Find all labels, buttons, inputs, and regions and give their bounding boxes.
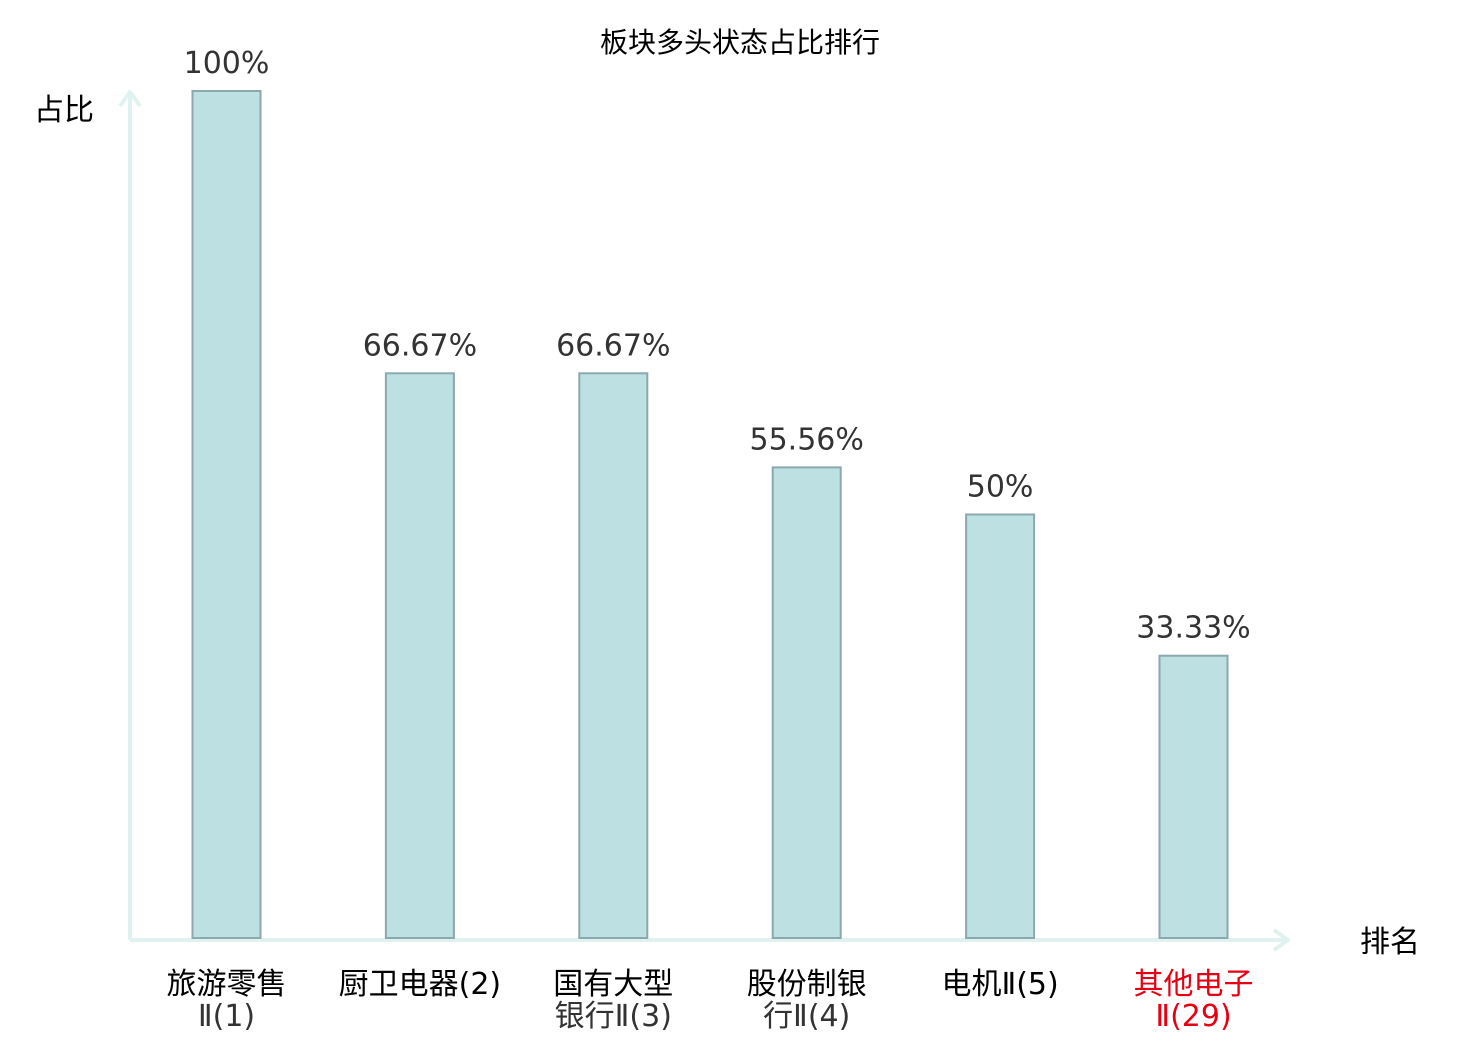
bar	[384, 372, 455, 939]
category-label-line: Ⅱ(29)	[1155, 999, 1231, 1034]
bar-value-label: 66.67%	[363, 328, 477, 363]
value-labels-group: 100% 66.67% 66.67% 55.56% 50% 33.33%	[184, 46, 1251, 646]
x-axis	[130, 928, 1290, 952]
bar-value-label: 50%	[967, 470, 1034, 505]
category-label-line: 其他电子	[1134, 967, 1254, 1002]
bars-group	[191, 90, 1229, 939]
y-axis	[118, 90, 142, 940]
category-label-line: 股份制银	[747, 967, 867, 1002]
category-label-line: 电机Ⅱ(5)	[941, 967, 1058, 1002]
category-label-line: 银行Ⅱ(3)	[555, 999, 672, 1034]
bar-value-label: 55.56%	[750, 422, 864, 457]
x-axis-arrow-icon	[1272, 928, 1290, 952]
bar-value-label: 66.67%	[556, 328, 670, 363]
category-label-line: 厨卫电器(2)	[339, 967, 502, 1002]
bar	[965, 513, 1036, 939]
category-tick-label: 旅游零售 Ⅱ(1)	[167, 967, 287, 1034]
category-tick-label: 其他电子 Ⅱ(29)	[1134, 967, 1254, 1034]
category-label-line: 国有大型	[553, 967, 673, 1002]
y-axis-label: 占比	[34, 93, 94, 128]
category-label-line: Ⅱ(1)	[198, 999, 255, 1034]
bar-value-label: 33.33%	[1136, 611, 1250, 646]
category-tick-label: 电机Ⅱ(5)	[941, 967, 1058, 1002]
bar	[1158, 654, 1229, 939]
bar-value-label: 100%	[184, 46, 270, 81]
bar	[578, 372, 649, 939]
category-tick-label: 厨卫电器(2)	[339, 967, 502, 1002]
x-axis-label: 排名	[1360, 925, 1420, 960]
bar	[771, 466, 842, 939]
bar	[191, 90, 262, 939]
category-label-line: 旅游零售	[167, 967, 287, 1002]
category-labels-group: 旅游零售 Ⅱ(1) 厨卫电器(2) 国有大型银行Ⅱ(3) 股份制银行Ⅱ(4) 电机Ⅱ(5)…	[167, 967, 1254, 1034]
y-axis-arrow-icon	[118, 90, 142, 108]
category-label-line: 行Ⅱ(4)	[763, 999, 850, 1034]
chart-title: 板块多头状态占比排行	[600, 26, 880, 59]
category-tick-label: 股份制银行Ⅱ(4)	[747, 967, 867, 1034]
category-tick-label: 国有大型银行Ⅱ(3)	[553, 967, 673, 1034]
